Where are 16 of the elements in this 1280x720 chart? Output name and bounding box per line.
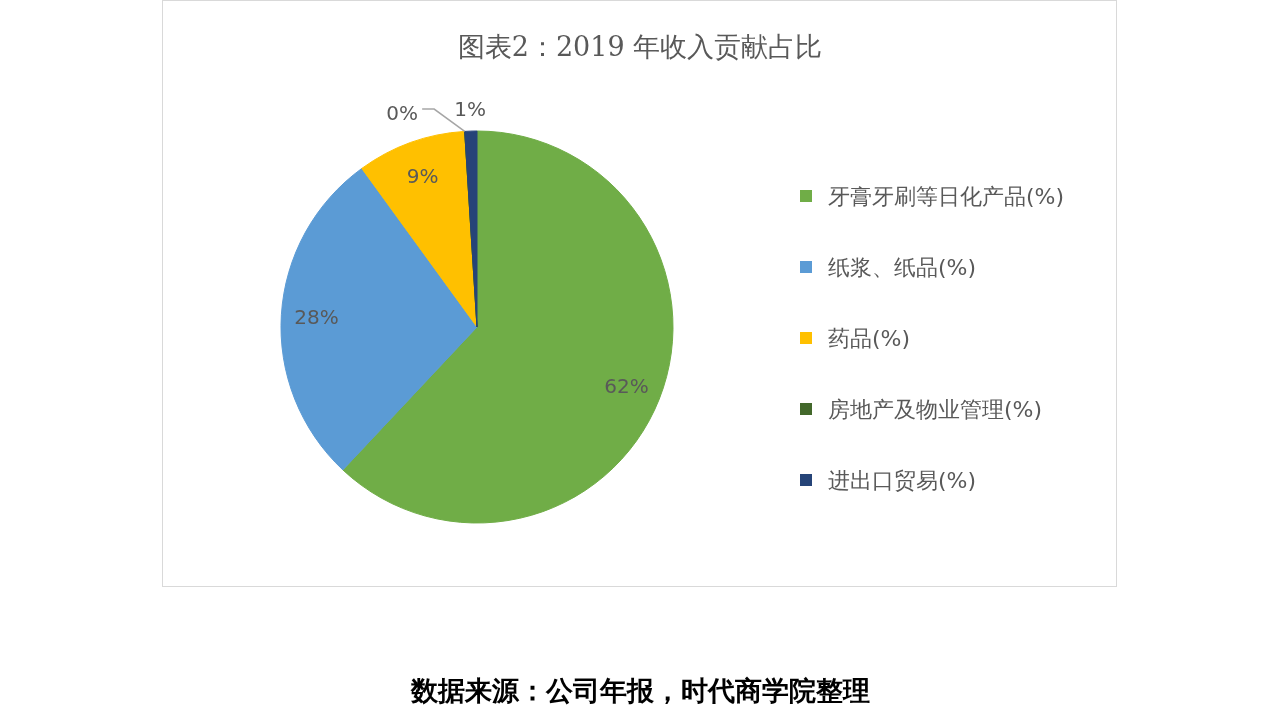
data-label: 9% (406, 163, 439, 188)
pie-slice (280, 167, 478, 471)
data-label: 28% (294, 304, 339, 329)
legend-label: 房地产及物业管理(%) (828, 396, 1043, 422)
legend-label: 牙膏牙刷等日化产品(%) (828, 183, 1065, 209)
legend-label: 进出口贸易(%) (828, 467, 977, 493)
data-label: 62% (604, 374, 649, 399)
pie-slice (361, 130, 478, 328)
legend-label: 纸浆、纸品(%) (828, 254, 977, 280)
pie-slice (342, 130, 674, 524)
pie-slice (464, 130, 478, 328)
chart-title: 图表2：2019 年收入贡献占比 (457, 30, 823, 62)
legend-label: 药品(%) (828, 325, 911, 351)
data-label: 1% (454, 97, 487, 122)
text: 0% (386, 101, 419, 126)
source-note: 数据来源：公司年报，时代商学院整理 (409, 674, 870, 706)
